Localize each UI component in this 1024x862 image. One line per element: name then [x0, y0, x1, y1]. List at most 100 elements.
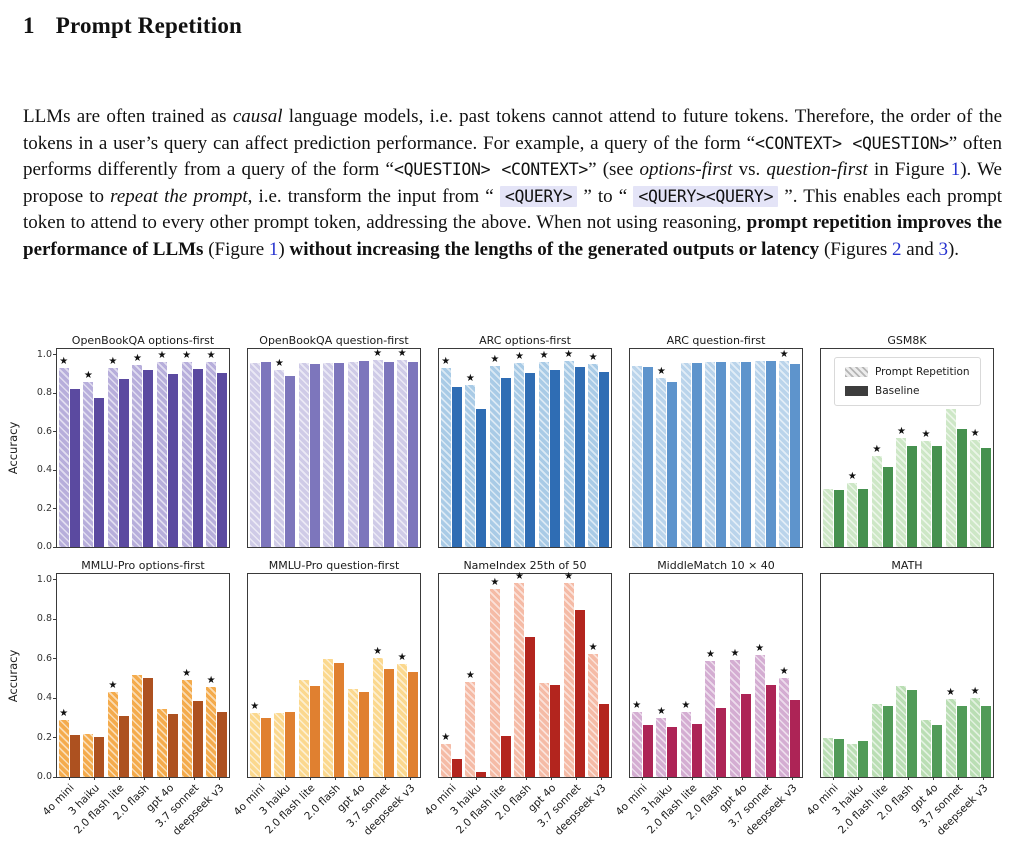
bar-group-2-0-flash [323, 349, 345, 547]
significance-star-icon: ★ [779, 666, 789, 678]
baseline-bar [981, 706, 992, 777]
x-tick-mark [833, 777, 835, 780]
bar-group-4o-mini [631, 349, 653, 547]
significance-star-icon: ★ [539, 349, 549, 361]
x-tick-mark [285, 777, 287, 780]
baseline-bar [408, 361, 419, 547]
bar-group-3-haiku: ★ [656, 574, 678, 777]
figure-ref-link[interactable]: 1 [950, 159, 961, 181]
baseline-bar [932, 446, 943, 547]
baseline-bar [260, 362, 271, 547]
prompt-repetition-bar [847, 482, 858, 547]
significance-star-icon: ★ [373, 347, 383, 359]
bold-text: prompt repetition improves the performan… [23, 212, 1002, 260]
baseline-bar [882, 467, 893, 547]
y-tick-mark [53, 508, 57, 510]
y-tick-label: 0.0 [36, 541, 52, 552]
prompt-repetition-bar [970, 698, 981, 777]
significance-star-icon: ★ [681, 699, 691, 711]
baseline-bar [359, 360, 370, 547]
baseline-bar [907, 446, 918, 547]
bar-series: ★ ★ ★ ★ ★ ★ ★ [57, 349, 229, 547]
section-title: Prompt Repetition [55, 13, 243, 38]
significance-star-icon: ★ [182, 668, 192, 680]
subplot-middlematch-10-40: MiddleMatch 10 × 40 ★ ★ ★ ★ ★ ★ ★ 4o mini 3 haiku… [614, 558, 803, 862]
baseline-bar [741, 361, 752, 547]
significance-star-icon: ★ [705, 648, 715, 660]
y-tick-mark [53, 658, 57, 660]
x-tick-mark [667, 777, 669, 780]
x-tick-mark [501, 777, 503, 780]
bar-group-2-0-flash [896, 574, 918, 777]
figure-ref-link[interactable]: 1 [268, 238, 279, 260]
y-tick-mark [53, 392, 57, 394]
bar-group-3-haiku: ★ [465, 574, 487, 777]
prompt-repetition-bar [440, 744, 451, 777]
figure-ref-link[interactable]: 3 [938, 238, 948, 260]
bar-group-3-7-sonnet: ★ [563, 571, 585, 777]
baseline-bar [790, 364, 801, 547]
baseline-bar [691, 723, 702, 777]
baseline-bar [667, 726, 678, 777]
prompt-repetition-bar [249, 363, 260, 547]
bar-group-deepseek-v3: ★ [397, 348, 419, 547]
bar-group-4o-mini [822, 349, 844, 547]
baseline-bar [833, 490, 844, 547]
figure-row-top: OpenBookQA options-first ★ ★ ★ ★ ★ ★ ★ 0.0 0.2 0.4… [6, 333, 1017, 552]
bar-group-2-0-flash [132, 574, 154, 777]
baseline-bar [285, 711, 296, 777]
prompt-repetition-bar [631, 366, 642, 547]
prompt-repetition-bar [822, 737, 833, 777]
paragraph-text: vs. [732, 159, 767, 181]
baseline-bar [599, 704, 610, 777]
bar-group-gpt-4o [730, 349, 752, 547]
bar-group-4o-mini: ★ [440, 574, 462, 777]
bar-group-2-0-flash-lite: ★ [107, 574, 129, 777]
prompt-repetition-bar [348, 361, 359, 547]
bar-group-deepseek-v3: ★ [588, 349, 610, 547]
italic-text: options-first [639, 159, 733, 181]
bar-group-3-7-sonnet: ★ [372, 347, 394, 547]
prompt-repetition-bar [847, 744, 858, 777]
paragraph-text: in Figure [867, 159, 951, 181]
x-tick-mark [908, 777, 909, 780]
baseline-bar [765, 685, 776, 777]
prompt-repetition-bar [514, 363, 525, 547]
figure-ref-link[interactable]: 2 [892, 238, 902, 260]
baseline-bar [334, 363, 345, 547]
x-tick-mark [642, 777, 644, 780]
y-tick-mark [53, 431, 57, 433]
baseline-bar [882, 706, 893, 777]
bar-group-deepseek-v3: ★ [588, 574, 610, 777]
italic-text: question-first [766, 159, 868, 181]
plot-area: ★ ★ ★ [247, 573, 421, 780]
prompt-repetition-bar [539, 683, 550, 777]
y-tick-mark [53, 776, 57, 778]
baseline-bar [334, 662, 345, 777]
significance-star-icon: ★ [59, 707, 69, 719]
paragraph-text: ” often performs differently from a quer… [23, 132, 1002, 181]
prompt-repetition-bar [83, 381, 94, 547]
bar-group-gpt-4o: ★ [539, 349, 561, 547]
bar-group-gpt-4o [348, 349, 370, 547]
plot-area: ★ ★ [820, 573, 994, 780]
significance-star-icon: ★ [632, 699, 642, 711]
significance-star-icon: ★ [132, 353, 142, 365]
bar-group-deepseek-v3: ★ [779, 349, 801, 547]
x-tick-labels: 4o mini 3 haiku 2.0 flash lite 2.0 flash gpt… [41, 778, 230, 862]
subplot-title: OpenBookQA question-first [259, 334, 409, 347]
prompt-repetition-bar [465, 682, 476, 777]
baseline-bar [451, 387, 462, 547]
baseline-bar [168, 713, 179, 777]
paragraph-text: language models, i.e. past tokens cannot… [23, 106, 1002, 154]
baseline-bar [833, 738, 844, 777]
prompt-repetition-bar [945, 408, 956, 547]
bar-group-4o-mini: ★ [249, 574, 271, 777]
baseline-bar [69, 734, 80, 777]
baseline-bar [741, 694, 752, 777]
bar-group-deepseek-v3: ★ [206, 349, 228, 547]
bar-group-gpt-4o: ★ [157, 349, 179, 547]
significance-star-icon: ★ [656, 365, 666, 377]
baseline-bar [168, 374, 179, 547]
